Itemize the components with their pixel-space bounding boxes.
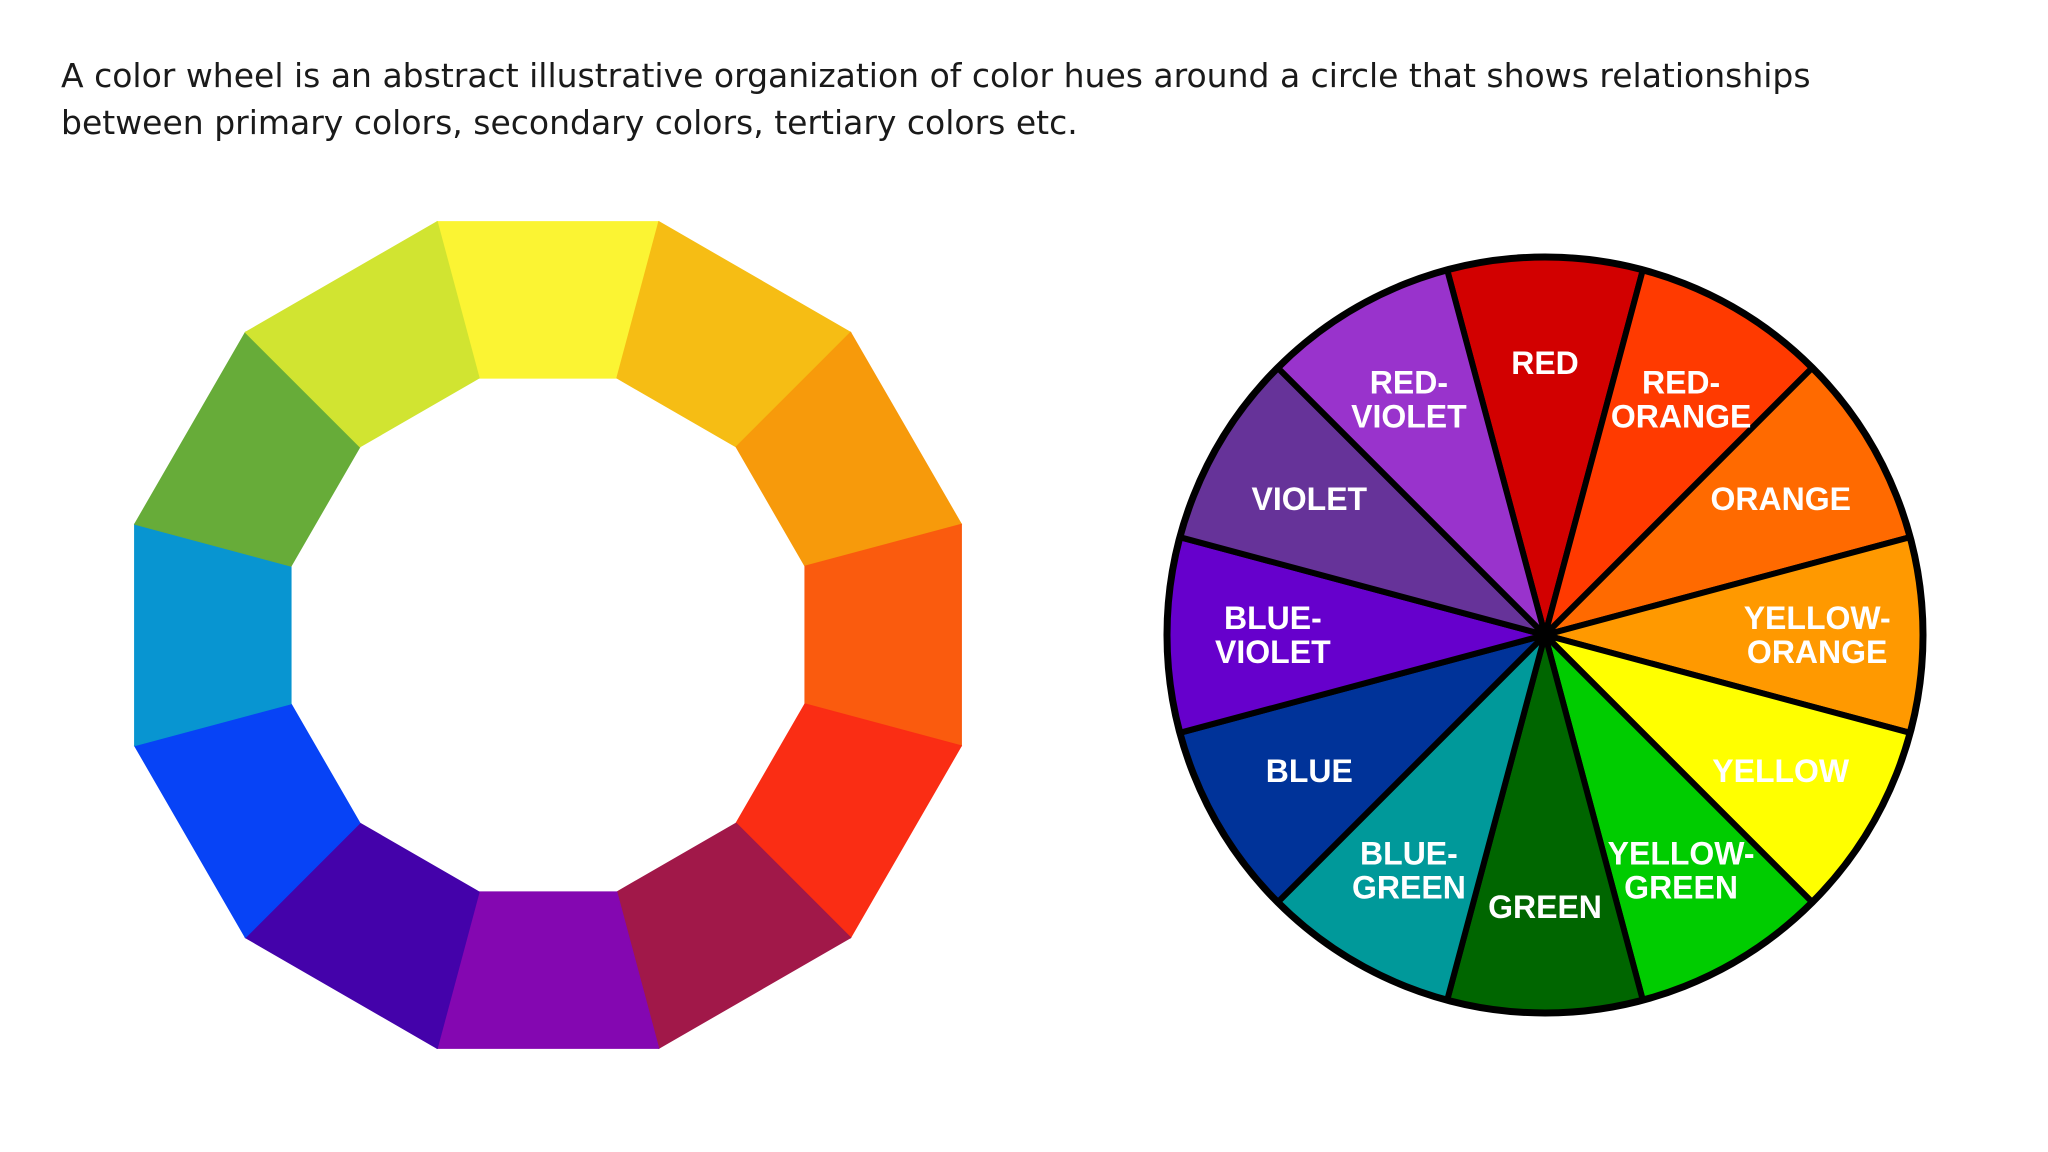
- wheel-segment-label: GREEN: [1488, 889, 1602, 925]
- wheel-segment-label: BLUE: [1266, 753, 1353, 789]
- wheel-label-line: GREEN: [1352, 870, 1466, 906]
- wheel-border: [1163, 253, 1927, 1017]
- wheel-label-line: YELLOW-: [1608, 836, 1755, 872]
- wheel-label-line: YELLOW-: [1744, 600, 1891, 636]
- wheel-segment-label: RED: [1511, 345, 1579, 381]
- wheel-segment-label: YELLOW: [1712, 753, 1850, 789]
- wheel-segment-label: RED-ORANGE: [1611, 364, 1751, 434]
- wheel-label-line: VIOLET: [1252, 481, 1368, 517]
- wheel-label-line: BLUE-: [1360, 836, 1458, 872]
- wheel-label-line: VIOLET: [1351, 398, 1467, 434]
- labeled-color-wheel: REDRED-ORANGEORANGEYELLOW-ORANGEYELLOWYE…: [1163, 253, 1927, 1017]
- wheel-segment-label: YELLOW-ORANGE: [1744, 600, 1891, 670]
- wheel-segment-label: YELLOW-GREEN: [1608, 836, 1755, 906]
- wheel-label-line: RED: [1511, 345, 1579, 381]
- wheel-label-line: BLUE-: [1224, 600, 1322, 636]
- wheel-label-line: GREEN: [1488, 889, 1602, 925]
- caption-text: A color wheel is an abstract illustrativ…: [61, 56, 1811, 142]
- wheel-label-line: YELLOW: [1712, 753, 1850, 789]
- wheel-label-line: ORANGE: [1611, 398, 1751, 434]
- wheel-segment-label: RED-VIOLET: [1351, 364, 1467, 434]
- wheel-segment-label: ORANGE: [1710, 481, 1850, 517]
- wheel-label-line: VIOLET: [1215, 634, 1331, 670]
- wheel-label-line: RED-: [1370, 364, 1448, 400]
- wheel-label-line: RED-: [1642, 364, 1720, 400]
- wheel-segment-label: BLUE-VIOLET: [1215, 600, 1331, 670]
- wheel-segment-label: VIOLET: [1252, 481, 1368, 517]
- wheel-label-line: ORANGE: [1747, 634, 1887, 670]
- color-ring-wheel: [133, 220, 963, 1050]
- wheel-label-line: BLUE: [1266, 753, 1353, 789]
- ring-segment: [244, 220, 480, 448]
- wheel-label-line: GREEN: [1624, 870, 1738, 906]
- wheel-segment-label: BLUE-GREEN: [1352, 836, 1466, 906]
- wheel-label-line: ORANGE: [1710, 481, 1850, 517]
